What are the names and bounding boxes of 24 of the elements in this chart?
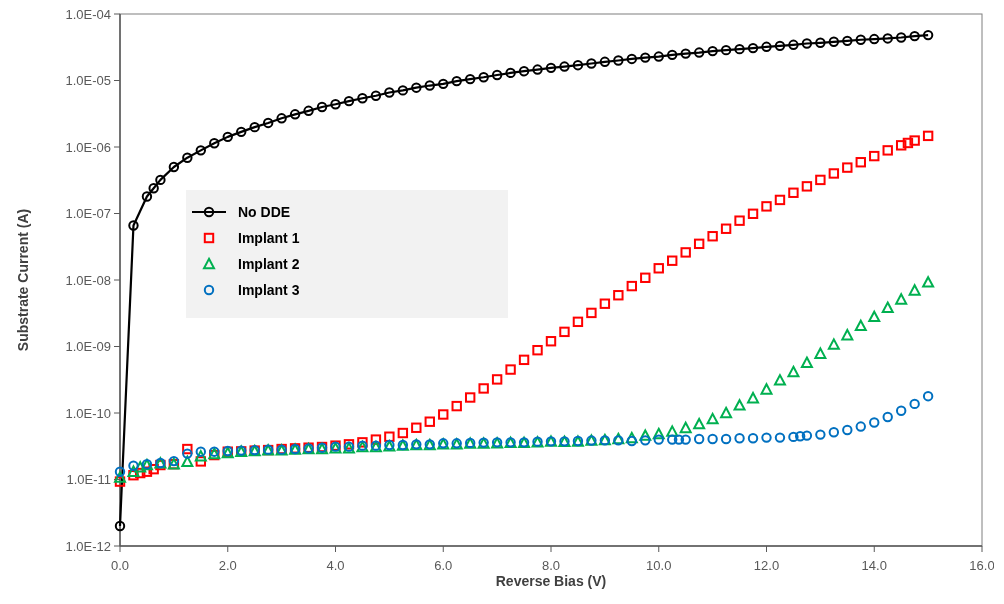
y-tick-label: 1.0E-10 xyxy=(65,405,111,421)
x-tick-label: 8.0 xyxy=(541,558,561,573)
legend-label: Implant 1 xyxy=(238,229,300,246)
y-tick-label: 1.0E-07 xyxy=(65,206,111,222)
x-tick-label: 16.0 xyxy=(969,558,995,573)
y-tick-label: 1.0E-08 xyxy=(65,272,111,288)
legend-label: No DDE xyxy=(238,203,291,220)
y-tick-label: 1.0E-11 xyxy=(66,472,111,488)
x-tick-label: 4.0 xyxy=(326,558,345,573)
x-tick-label: 14.0 xyxy=(861,558,887,573)
x-tick-label: 6.0 xyxy=(434,558,453,573)
x-tick-label: 10.0 xyxy=(646,558,672,573)
x-axis-title: Reverse Bias (V) xyxy=(495,573,607,589)
x-tick-label: 12.0 xyxy=(753,558,780,573)
x-tick-label: 2.0 xyxy=(218,558,237,573)
y-tick-label: 1.0E-06 xyxy=(65,139,111,155)
y-axis-title: Substrate Current (A) xyxy=(15,208,31,352)
legend-label: Implant 3 xyxy=(238,281,300,298)
y-tick-label: 1.0E-12 xyxy=(65,538,111,554)
y-tick-label: 1.0E-04 xyxy=(65,6,111,22)
legend-label: Implant 2 xyxy=(238,255,300,272)
y-tick-label: 1.0E-09 xyxy=(65,339,111,355)
x-tick-label: 0.0 xyxy=(110,558,130,573)
y-tick-label: 1.0E-05 xyxy=(65,73,111,89)
